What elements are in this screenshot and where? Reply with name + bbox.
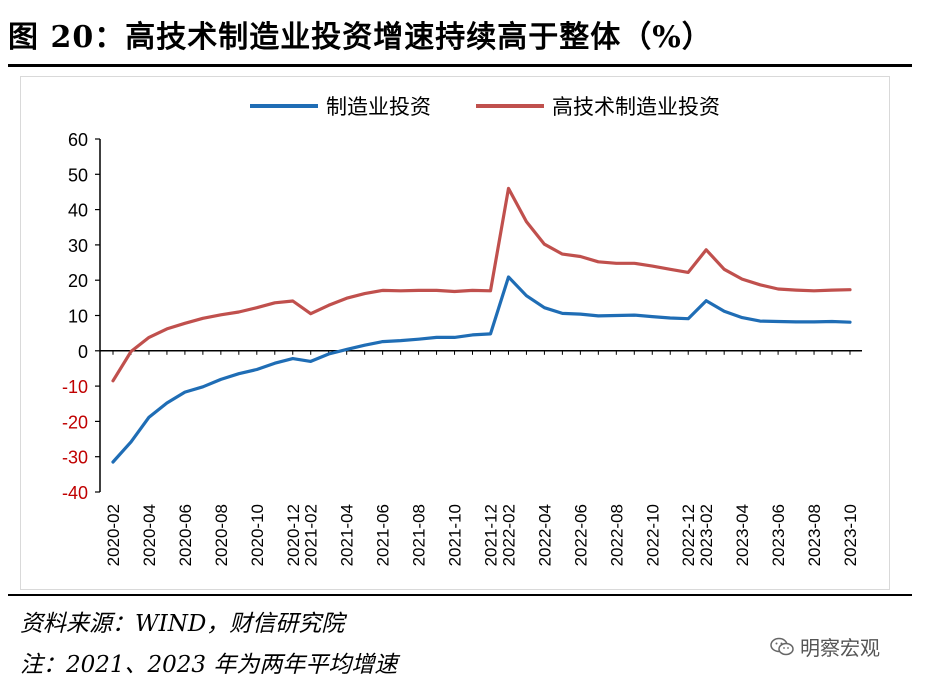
legend-label-series-1: 制造业投资 (326, 95, 431, 119)
top-rule (8, 64, 912, 67)
x-tick-label: 2020-02 (104, 504, 123, 566)
x-tick-label: 2023-02 (697, 504, 716, 566)
footnote: 注：2021、2023 年为两年平均增速 (20, 652, 398, 678)
x-tick-label: 2022-02 (499, 504, 518, 566)
watermark-text: 明察宏观 (800, 636, 880, 660)
x-tick-label: 2021-02 (302, 504, 321, 566)
legend-label-series-2: 高技术制造业投资 (552, 95, 720, 119)
x-tick-label: 2021-08 (410, 504, 429, 566)
x-tick-label: 2021-10 (446, 504, 465, 566)
x-tick-label: 2020-10 (248, 504, 267, 566)
y-tick-label: -40 (62, 483, 88, 503)
x-tick-label: 2020-04 (140, 504, 159, 566)
x-tick-label: 2020-08 (212, 504, 231, 566)
x-tick-label: 2020-06 (176, 504, 195, 566)
x-tick-label: 2023-08 (805, 504, 824, 566)
series-lines (111, 186, 852, 464)
y-axis: -40 -30 -20 -10 0 10 20 30 40 50 60 (62, 130, 101, 503)
chart-title: 图 20：高技术制造业投资增速持续高于整体（%） (8, 20, 713, 55)
legend: 制造业投资 高技术制造业投资 (250, 95, 720, 119)
source-note: 资料来源：WIND，财信研究院 (20, 611, 345, 637)
y-tick-label: 50 (68, 165, 88, 185)
bottom-rule (8, 594, 912, 596)
x-tick-label: 2022-08 (607, 504, 626, 566)
x-tick-label: 2022-04 (535, 504, 554, 566)
watermark: 明察宏观 (770, 632, 880, 661)
wechat-icon (770, 637, 794, 655)
x-axis: 2020-02 2020-04 2020-06 2020-08 2020-10 2020-… (100, 350, 862, 566)
series-line-1 (111, 275, 852, 464)
x-tick-label: 2021-06 (374, 504, 393, 566)
x-tick-label: 2023-04 (733, 504, 752, 566)
plot-frame (20, 76, 890, 590)
x-tick-label: 2023-10 (841, 504, 860, 566)
y-tick-label: -20 (62, 412, 88, 432)
y-tick-label: -10 (62, 377, 88, 397)
x-tick-label: 2022-12 (679, 504, 698, 566)
y-tick-label: 40 (68, 201, 88, 221)
y-tick-label: 20 (68, 271, 88, 291)
x-tick-label: 2023-06 (769, 504, 788, 566)
x-tick-label: 2022-06 (571, 504, 590, 566)
y-tick-label: 30 (68, 236, 88, 256)
x-tick-label: 2020-12 (284, 504, 303, 566)
x-tick-label: 2021-12 (481, 504, 500, 566)
x-tick-label: 2021-04 (338, 504, 357, 566)
line-chart: 制造业投资 高技术制造业投资 -40 -30 -20 -10 0 10 20 30 40 50 60… (62, 95, 862, 566)
y-tick-label: -30 (62, 448, 88, 468)
y-tick-label: 0 (78, 342, 88, 362)
y-tick-label: 60 (68, 130, 88, 150)
x-tick-label: 2022-10 (643, 504, 662, 566)
y-tick-label: 10 (68, 307, 88, 327)
series-line-2 (111, 186, 852, 383)
